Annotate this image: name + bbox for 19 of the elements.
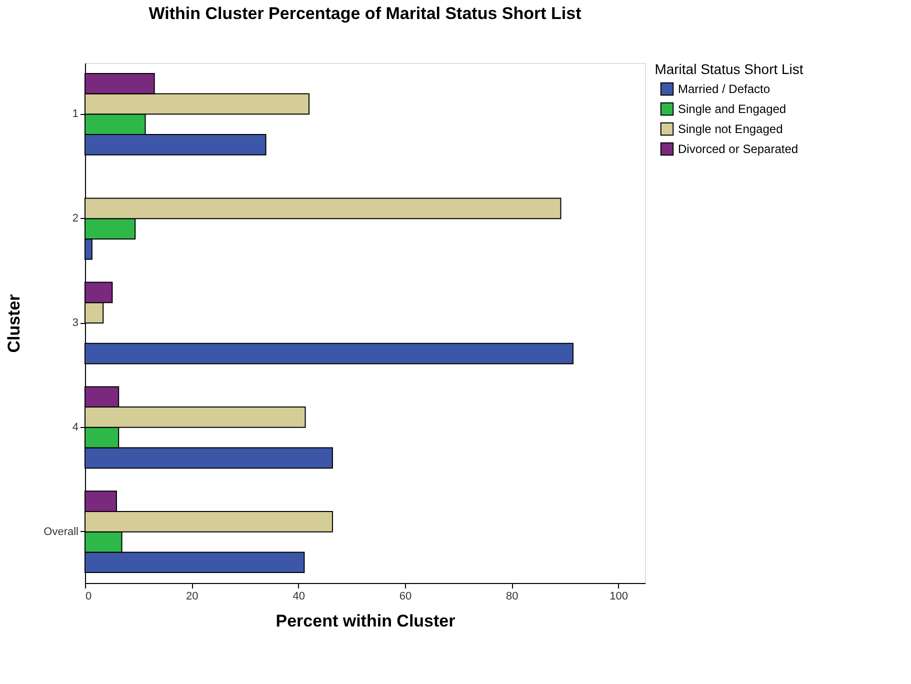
legend-label: Married / Defacto — [678, 82, 770, 96]
x-tick-label: 0 — [86, 590, 92, 602]
x-tick-label: 100 — [610, 590, 628, 602]
y-tick-label: 1 — [72, 108, 78, 120]
x-axis-title: Percent within Cluster — [276, 612, 456, 630]
y-tick-label: 3 — [72, 317, 78, 329]
y-tick-label: 4 — [72, 421, 78, 434]
y-tick-label: Overall — [44, 526, 78, 538]
legend-label: Single and Engaged — [678, 102, 786, 116]
x-tick-label: 80 — [506, 590, 518, 602]
y-tick-label: 2 — [72, 212, 78, 225]
y-axis-title: Cluster — [4, 294, 24, 353]
chart-title: Within Cluster Percentage of Marital Status Short List — [148, 4, 582, 23]
x-tick-label: 40 — [292, 590, 305, 602]
legend-label: Divorced or Separated — [678, 142, 798, 156]
legend-title: Marital Status Short List — [654, 61, 804, 77]
x-tick-label: 20 — [186, 590, 198, 602]
x-tick-label: 60 — [399, 590, 412, 602]
legend-label: Single not Engaged — [678, 122, 783, 136]
